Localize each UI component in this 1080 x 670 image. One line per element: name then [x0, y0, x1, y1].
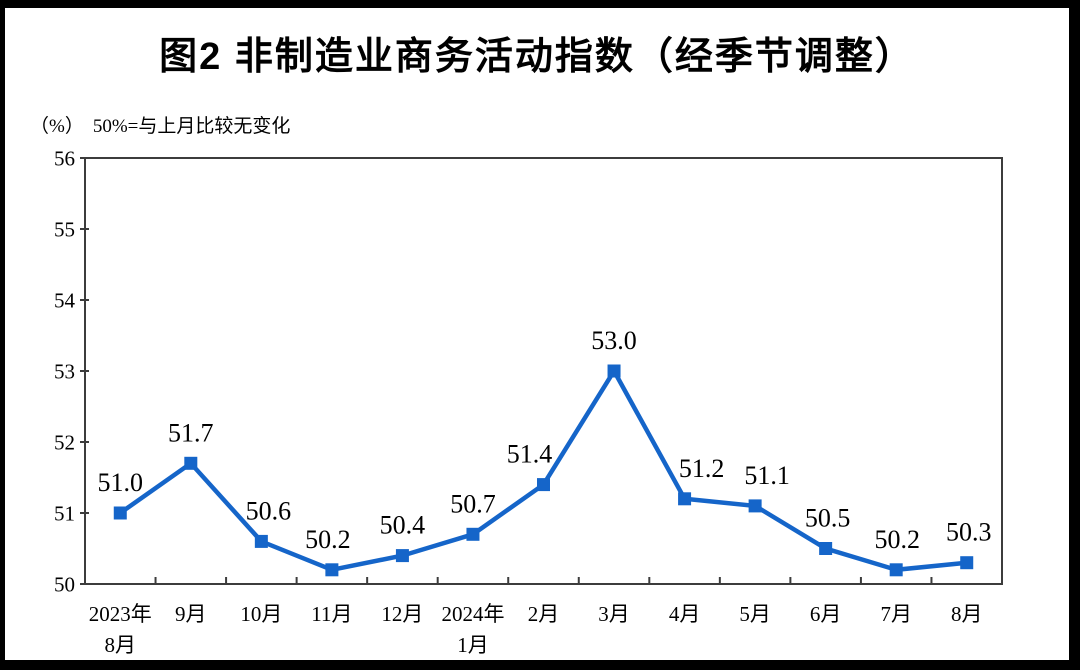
data-point-marker	[960, 556, 974, 570]
data-point-marker	[889, 563, 903, 577]
x-axis-category-label: 5月	[739, 602, 771, 626]
line-chart: 50 51 52 53 54 55 56 2023年 8月 9月 10月 11月 12月 2024年 1月 2…	[54, 146, 1003, 657]
x-axis-category-label: 4月	[669, 602, 701, 626]
data-point-marker	[466, 527, 480, 541]
data-point-label: 51.1	[744, 461, 790, 490]
y-axis-tick-label: 56	[54, 146, 75, 170]
y-axis-tick-label: 54	[54, 288, 76, 312]
unit-label: （%）	[30, 116, 84, 137]
x-axis-category-label: 10月	[240, 602, 282, 626]
x-axis-category-label: 2024年	[441, 602, 504, 626]
axis-unit-note: （%） 50%=与上月比较无变化	[30, 111, 290, 138]
data-point-label: 51.7	[168, 418, 214, 447]
data-point-label: 50.5	[805, 504, 851, 533]
x-axis-category-label: 2月	[528, 602, 560, 626]
x-axis-category-label: 2023年	[89, 602, 152, 626]
data-point-marker	[748, 499, 762, 513]
data-point-marker	[607, 364, 621, 378]
y-axis-tick-label: 55	[54, 217, 75, 241]
baseline-note: 50%=与上月比较无变化	[92, 116, 291, 137]
data-point-marker	[537, 478, 550, 492]
x-axis-category-label: 8月	[105, 633, 137, 657]
x-axis-category-label: 12月	[381, 602, 423, 626]
x-axis-category-label: 11月	[311, 602, 352, 626]
data-point-label: 51.4	[507, 440, 553, 469]
data-line	[118, 366, 967, 573]
data-point-marker	[395, 549, 409, 563]
y-axis-tick-label: 50	[54, 572, 75, 596]
data-point-label: 50.4	[380, 511, 426, 540]
data-point-label: 51.0	[98, 468, 144, 497]
y-axis-tick-label: 53	[54, 359, 75, 383]
x-axis-category-label: 3月	[598, 602, 630, 626]
x-axis-category-label: 7月	[880, 602, 912, 626]
y-axis-tick-label: 52	[54, 430, 75, 454]
data-point-label: 51.2	[679, 454, 725, 483]
data-point-label: 50.3	[946, 518, 992, 547]
data-point-marker	[678, 492, 692, 506]
data-point-marker	[325, 563, 339, 577]
data-point-label: 50.7	[450, 489, 496, 518]
data-point-marker	[113, 506, 127, 520]
x-axis-category-label: 6月	[810, 602, 842, 626]
chart-canvas: 图2 非制造业商务活动指数（经季节调整） （%） 50%=与上月比较无变化 50 5…	[5, 8, 1069, 660]
data-point-label: 50.6	[246, 496, 292, 525]
data-point-marker	[184, 456, 198, 470]
data-point-marker	[254, 534, 268, 548]
x-axis-category-label: 8月	[951, 602, 983, 626]
plot-area-border	[84, 157, 1003, 585]
data-point-label: 53.0	[591, 326, 637, 355]
chart-title: 图2 非制造业商务活动指数（经季节调整）	[159, 36, 915, 78]
data-point-label: 50.2	[305, 525, 351, 554]
x-axis-category-label: 9月	[175, 602, 207, 626]
data-point-marker	[819, 542, 833, 555]
x-axis-category-label: 1月	[457, 633, 489, 657]
y-axis-tick-label: 51	[54, 501, 75, 525]
data-point-label: 50.2	[874, 525, 920, 554]
